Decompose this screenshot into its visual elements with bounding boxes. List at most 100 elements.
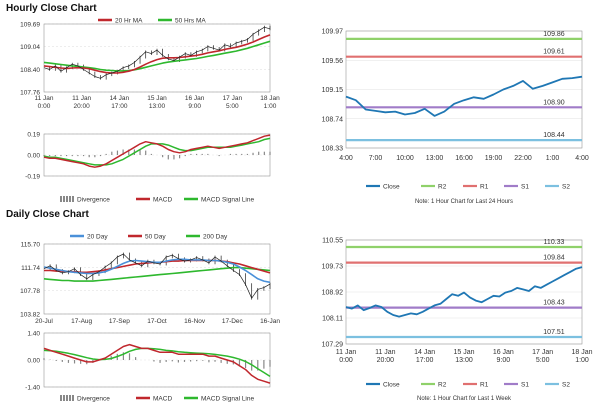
level-label-s1: 108.43 (543, 300, 565, 307)
daily-price-chart: 115.70 111.74 107.78 103.82 20-Jul 17-Aug 17-S… (0, 222, 300, 328)
close-line (345, 75, 583, 117)
legend-divergence-swatch (60, 395, 62, 401)
x-tick-label: 1:00 (264, 103, 277, 110)
level-label-s2: 107.51 (543, 329, 565, 336)
x-tick-label: 14 Jan (110, 95, 130, 102)
weekly-1h-chart: 110.55 109.73 108.92 108.11 107.29 11 Jan 0:00… (300, 222, 600, 413)
level-label-r1: 109.84 (543, 255, 565, 262)
y-tick-label: 107.78 (20, 288, 40, 295)
x-tick-label: 17-Oct (147, 318, 167, 325)
close-line (345, 266, 583, 318)
x-tick-label: 17-Aug (71, 318, 92, 325)
x-tick-label: 15 Jan (147, 95, 167, 102)
legend-divergence-label: Divergence (77, 395, 110, 402)
y-tick-label: -1.40 (25, 385, 40, 392)
x-tick-label: 0:00 (339, 357, 353, 364)
daily-section-title: Daily Close Chart (6, 209, 89, 220)
x-tick-label: 16 Jan (493, 349, 514, 356)
legend-r2-label: R2 (438, 183, 447, 190)
signal-line (43, 347, 271, 378)
x-tick-label: 13:00 (149, 103, 166, 110)
legend-divergence-swatch (63, 196, 65, 202)
legend-s1-label: S1 (521, 183, 529, 190)
x-tick-label: 17 Jan (532, 349, 553, 356)
legend-s2-label: S2 (562, 381, 570, 388)
legend-divergence-swatch (69, 196, 71, 202)
x-tick-label: 20:00 (74, 103, 91, 110)
x-tick-label: 16 Jan (185, 95, 205, 102)
legend-signal-label: MACD Signal Line (201, 395, 254, 402)
x-tick-label: 11 Jan (72, 95, 91, 102)
y-tick-label: 1.40 (27, 331, 40, 338)
y-tick-label: 109.04 (20, 44, 40, 51)
x-tick-label: 11 Jan (34, 95, 53, 102)
x-tick-label: 17:00 (111, 103, 128, 110)
y-tick-label: 107.29 (322, 342, 344, 349)
x-tick-label: 9:00 (188, 103, 201, 110)
plot-frame (345, 239, 583, 345)
y-tick-label: 0.00 (27, 153, 40, 160)
macd-line (43, 134, 271, 168)
ma20-line (43, 258, 271, 284)
y-tick-label: -0.19 (25, 174, 40, 181)
x-tick-label: 16-Jan (260, 318, 280, 325)
ma50-line (43, 40, 271, 72)
legend-divergence-swatch (72, 196, 74, 202)
close-line (43, 253, 271, 299)
x-tick-label: 10:00 (396, 155, 414, 162)
close-line (43, 26, 271, 79)
x-tick-label: 17-Dec (222, 318, 244, 325)
plot-frame (43, 243, 271, 315)
legend-divergence-swatch (66, 196, 68, 202)
legend-20day-label: 20 Day (87, 233, 108, 240)
legend-divergence-swatch (69, 395, 71, 401)
legend-close-label: Close (383, 183, 400, 190)
y-tick-label: 108.74 (322, 116, 344, 123)
x-tick-label: 15 Jan (453, 349, 474, 356)
x-tick-label: 18 Jan (260, 95, 280, 102)
level-label-r2: 110.33 (544, 239, 565, 246)
x-tick-label: 4:00 (339, 155, 353, 162)
x-tick-label: 19:00 (485, 155, 503, 162)
x-tick-label: 1:00 (546, 155, 560, 162)
legend-200day-label: 200 Day (203, 233, 228, 240)
level-label-s1: 108.90 (543, 99, 565, 106)
legend-r1-label: R1 (480, 183, 489, 190)
ma200-line (43, 266, 271, 282)
x-tick-label: 13:00 (426, 155, 444, 162)
level-label-s2: 108.44 (543, 132, 565, 139)
legend-s2-label: S2 (562, 183, 570, 190)
y-tick-label: 109.15 (322, 87, 344, 94)
legend-divergence-swatch (60, 196, 62, 202)
x-tick-label: 17:00 (416, 357, 434, 364)
chart-note: Note: 1 Hour Chart for Last 24 Hours (415, 199, 513, 205)
x-tick-label: 9:00 (497, 357, 511, 364)
x-tick-label: 22:00 (514, 155, 532, 162)
y-tick-label: 108.40 (20, 67, 40, 74)
x-tick-label: 11 Jan (336, 349, 357, 356)
y-tick-label: 108.11 (322, 316, 343, 323)
hourly-24h-chart: 109.97 109.56 109.15 108.74 108.33 4:00 7:00 10… (300, 18, 600, 208)
signal-line (43, 137, 271, 166)
y-tick-label: 0.00 (27, 358, 40, 365)
x-tick-label: 7:00 (369, 155, 383, 162)
y-tick-label: 107.76 (20, 90, 40, 97)
x-tick-label: 17 Jan (223, 95, 243, 102)
level-label-r1: 109.61 (543, 49, 565, 56)
x-tick-label: 5:00 (536, 357, 550, 364)
chart-note: Note: 1 Hour Chart for Last 1 Week (417, 396, 512, 402)
plot-frame (43, 23, 271, 93)
x-tick-label: 20-Jul (35, 318, 53, 325)
y-tick-label: 109.73 (322, 264, 344, 271)
hourly-section-title: Hourly Close Chart (6, 3, 97, 14)
x-tick-label: 5:00 (226, 103, 239, 110)
legend-50day-label: 50 Day (145, 233, 166, 240)
x-tick-label: 17-Sep (109, 318, 130, 325)
legend-s1-label: S1 (521, 381, 529, 388)
level-label-r2: 109.86 (543, 31, 565, 38)
x-tick-label: 13:00 (455, 357, 473, 364)
x-tick-label: 11 Jan (375, 349, 396, 356)
x-tick-label: 14 Jan (414, 349, 435, 356)
x-tick-label: 4:00 (575, 155, 589, 162)
legend-divergence-swatch (63, 395, 65, 401)
